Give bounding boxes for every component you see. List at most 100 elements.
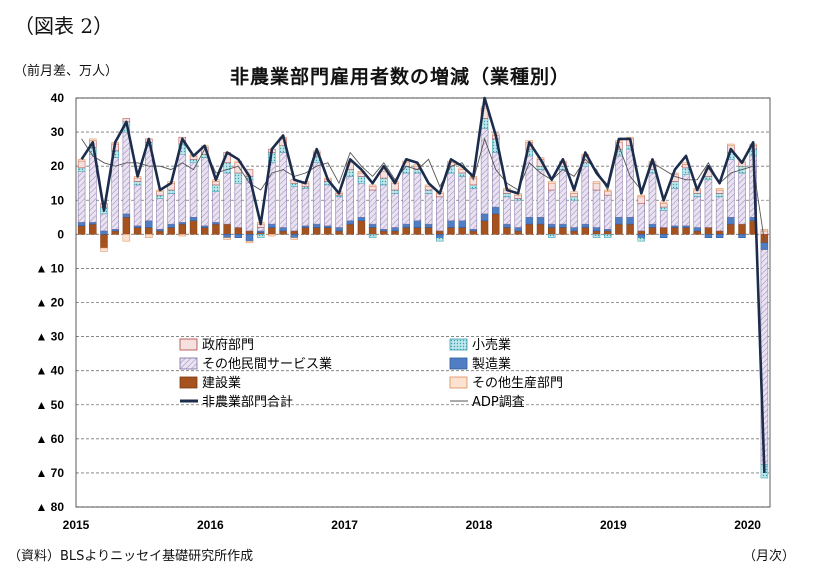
bar-segment-retail bbox=[637, 237, 645, 242]
bar-segment-manufacturing bbox=[603, 228, 612, 232]
bar-segment-other_services bbox=[167, 193, 175, 225]
bar-segment-other_services bbox=[570, 200, 578, 228]
bar-segment-manufacturing bbox=[167, 223, 175, 228]
bar-segment-other_production bbox=[77, 159, 86, 162]
bar-segment-manufacturing bbox=[458, 220, 466, 228]
bar-segment-construction bbox=[603, 230, 612, 235]
nfp-total-series-line bbox=[80, 96, 766, 473]
bar-segment-retail bbox=[548, 234, 556, 238]
bar-segment-construction bbox=[715, 230, 724, 235]
bar-segment-construction bbox=[447, 227, 455, 235]
bar-segment-other_services bbox=[368, 189, 377, 225]
bar-segment-manufacturing bbox=[548, 223, 556, 228]
y-tick-label: ▲ 60 bbox=[35, 432, 64, 446]
bar-segment-other_production bbox=[570, 191, 578, 194]
bar-segment-retail bbox=[133, 181, 142, 186]
bar-segment-other_production bbox=[715, 188, 724, 191]
bar-segment-other_production bbox=[727, 143, 735, 146]
bar-segment-other_services bbox=[503, 196, 511, 225]
bar-segment-retail bbox=[514, 198, 522, 201]
bar-segment-construction bbox=[615, 223, 623, 235]
bar-segment-other_services bbox=[77, 171, 86, 223]
bar-segment-construction bbox=[682, 227, 690, 235]
bar-segment-government bbox=[592, 182, 601, 191]
bar-segment-construction bbox=[581, 227, 590, 235]
bar-segment-construction bbox=[659, 227, 668, 235]
bar-segment-government bbox=[514, 194, 522, 199]
bar-segment-manufacturing bbox=[335, 227, 343, 232]
bar-segment-construction bbox=[89, 223, 97, 235]
bar-segment-construction bbox=[111, 230, 119, 235]
bar-segment-construction bbox=[492, 213, 500, 235]
bar-segment-manufacturing bbox=[201, 225, 209, 228]
bar-segment-manufacturing bbox=[223, 234, 231, 238]
bar-segment-government bbox=[637, 196, 645, 204]
bar-segment-construction bbox=[178, 223, 187, 235]
bar-segment-retail bbox=[603, 234, 612, 238]
plot-frame bbox=[75, 97, 771, 508]
bar-segment-retail bbox=[671, 181, 679, 189]
bar-segment-manufacturing bbox=[682, 225, 690, 228]
bar-segment-other_services bbox=[603, 194, 612, 230]
bar-segment-construction bbox=[548, 227, 556, 235]
bar-segment-other_production bbox=[592, 181, 601, 184]
y-tick-label: 20 bbox=[51, 159, 65, 173]
x-tick-label: 2016 bbox=[197, 518, 224, 532]
bar-segment-construction bbox=[201, 227, 209, 235]
bar-segment-manufacturing bbox=[447, 220, 455, 228]
bar-segment-manufacturing bbox=[312, 223, 321, 228]
bar-segment-retail bbox=[715, 193, 724, 198]
bar-segment-other_services bbox=[100, 213, 108, 232]
bar-segment-other_services bbox=[133, 184, 142, 227]
bar-segment-construction bbox=[704, 227, 713, 235]
bar-segment-manufacturing bbox=[559, 223, 567, 228]
bar-segment-manufacturing bbox=[715, 234, 724, 238]
bar-segment-manufacturing bbox=[100, 230, 108, 235]
bar-segment-retail bbox=[693, 193, 701, 198]
bar-segment-other_services bbox=[581, 165, 590, 225]
bar-segment-retail bbox=[256, 234, 265, 238]
bar-segment-manufacturing bbox=[413, 220, 422, 228]
bar-segment-other_services bbox=[111, 157, 119, 230]
bar-segment-other_services bbox=[671, 188, 679, 227]
bar-segment-other_services bbox=[715, 196, 724, 232]
bar-segment-manufacturing bbox=[290, 234, 298, 238]
bar-segment-construction bbox=[245, 230, 254, 235]
bar-segment-construction bbox=[738, 223, 746, 235]
legend-swatch-manufacturing bbox=[449, 357, 468, 370]
bar-segment-retail bbox=[77, 167, 86, 172]
bar-segment-construction bbox=[436, 230, 444, 235]
bar-segment-other_services bbox=[346, 176, 354, 221]
legend-swatch-other_production bbox=[449, 376, 468, 389]
bar-segment-other_services bbox=[559, 169, 567, 225]
bar-segment-manufacturing bbox=[178, 222, 187, 225]
bar-segment-other_services bbox=[492, 152, 500, 208]
stacked-bars bbox=[77, 106, 769, 479]
bar-segment-other_services bbox=[391, 193, 399, 228]
y-tick-label: 40 bbox=[51, 91, 65, 105]
bar-segment-other_services bbox=[514, 200, 522, 228]
bar-segment-retail bbox=[592, 234, 601, 238]
bar-segment-government bbox=[548, 182, 556, 191]
bar-segment-government bbox=[156, 191, 164, 196]
bar-segment-construction bbox=[637, 230, 645, 235]
legend-swatch-government bbox=[179, 338, 198, 351]
bar-segment-manufacturing bbox=[245, 234, 254, 242]
bar-segment-manufacturing bbox=[279, 227, 287, 232]
bar-segment-other_services bbox=[380, 184, 388, 230]
bar-segment-other_services bbox=[682, 174, 690, 227]
x-tick-label: 2018 bbox=[466, 518, 493, 532]
x-tick-label: 2020 bbox=[734, 518, 761, 532]
bar-segment-retail bbox=[458, 172, 466, 177]
bar-segment-manufacturing bbox=[357, 217, 366, 221]
bar-segment-construction bbox=[77, 225, 86, 235]
bar-segment-construction bbox=[380, 230, 388, 235]
bar-segment-manufacturing bbox=[615, 217, 623, 225]
bar-segment-construction bbox=[391, 230, 399, 235]
bar-segment-other_services bbox=[201, 157, 209, 227]
bar-segment-manufacturing bbox=[648, 223, 657, 228]
bar-segment-construction bbox=[424, 227, 433, 235]
bar-segment-other_services bbox=[469, 188, 478, 230]
bar-segment-other_services bbox=[704, 179, 713, 228]
